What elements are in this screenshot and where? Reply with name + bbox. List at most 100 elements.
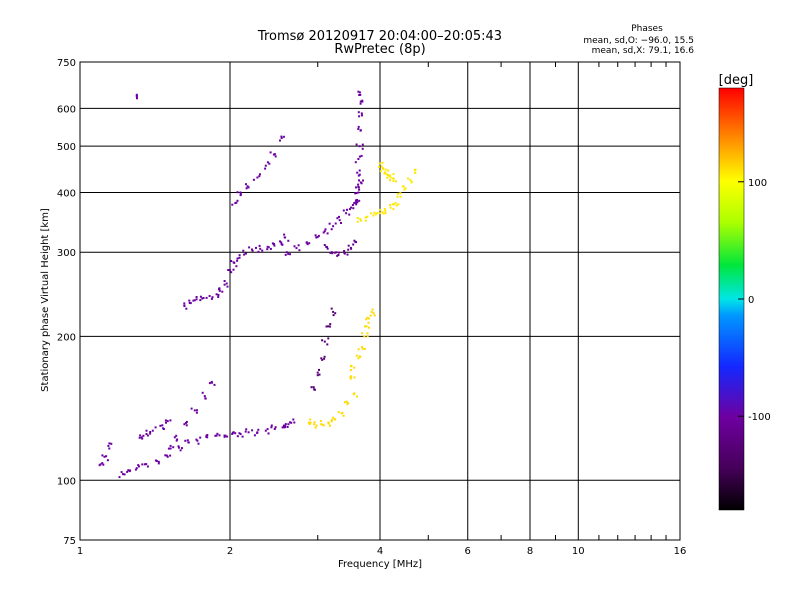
data-point <box>342 414 345 417</box>
data-point <box>316 236 319 239</box>
data-point <box>364 216 367 219</box>
data-point <box>352 207 355 210</box>
data-point <box>183 305 186 307</box>
data-point <box>185 420 188 423</box>
data-point <box>332 314 335 317</box>
x-axis-label: Frequency [MHz] <box>338 559 422 570</box>
data-point <box>101 462 104 465</box>
data-point <box>264 429 267 432</box>
data-point <box>235 265 238 268</box>
data-point <box>361 332 364 335</box>
data-point <box>105 455 108 458</box>
data-point <box>217 296 220 298</box>
data-point <box>157 460 160 463</box>
data-point <box>357 111 360 114</box>
data-point <box>231 431 234 434</box>
data-point <box>264 167 267 170</box>
data-point <box>324 228 327 231</box>
data-point <box>381 161 384 164</box>
data-point <box>236 435 239 438</box>
data-point <box>218 287 221 290</box>
data-point <box>183 302 186 305</box>
data-point <box>315 236 318 239</box>
data-point <box>358 188 361 191</box>
data-point <box>238 254 241 257</box>
data-point <box>229 269 231 272</box>
data-point <box>367 317 370 320</box>
data-point <box>357 348 360 351</box>
data-point <box>273 153 276 156</box>
data-point <box>356 201 359 204</box>
data-point <box>308 242 311 245</box>
data-point <box>287 423 290 426</box>
data-point <box>338 219 341 222</box>
data-point <box>358 91 361 94</box>
data-point <box>184 439 187 442</box>
data-point <box>154 426 157 429</box>
data-point <box>151 429 154 432</box>
colorbar-tick-label: 0 <box>748 295 754 306</box>
data-point <box>323 355 326 358</box>
data-point <box>135 93 138 96</box>
data-point <box>323 244 326 246</box>
data-point <box>403 188 406 191</box>
data-point <box>373 211 376 214</box>
data-point <box>210 297 213 300</box>
data-point <box>232 261 235 264</box>
data-point <box>373 314 376 317</box>
data-point <box>184 422 187 424</box>
data-point <box>387 169 390 172</box>
data-point <box>283 233 286 236</box>
data-point <box>326 247 329 250</box>
data-point <box>379 170 382 173</box>
data-point <box>215 434 218 437</box>
data-point <box>389 179 391 182</box>
data-point <box>337 411 340 414</box>
data-point <box>359 218 362 220</box>
data-point <box>246 185 249 188</box>
data-point <box>224 434 227 437</box>
data-point <box>293 421 296 424</box>
data-point <box>384 212 387 215</box>
data-point <box>318 373 321 376</box>
data-point <box>361 347 364 350</box>
data-point <box>282 424 285 427</box>
data-point <box>357 90 360 93</box>
data-point <box>395 180 397 183</box>
data-point <box>143 463 146 466</box>
data-point <box>356 220 359 223</box>
data-point <box>414 172 417 174</box>
data-point <box>205 435 208 438</box>
data-point <box>280 137 283 139</box>
data-points <box>98 90 417 479</box>
data-point <box>359 355 362 358</box>
data-point <box>330 419 333 421</box>
data-point <box>353 366 356 369</box>
data-point <box>204 397 207 400</box>
data-point <box>335 251 338 254</box>
data-point <box>284 424 287 427</box>
data-point <box>389 206 392 209</box>
data-point <box>329 323 332 326</box>
data-point <box>368 326 370 329</box>
chart-title: Tromsø 20120917 20:04:00–20:05:43 <box>257 29 502 44</box>
data-point <box>379 162 381 165</box>
data-point <box>164 454 167 457</box>
data-point <box>314 234 317 237</box>
data-point <box>384 168 387 171</box>
data-point <box>176 438 179 441</box>
x-tick-label: 4 <box>377 546 383 557</box>
data-point <box>346 253 349 256</box>
data-point <box>239 433 242 435</box>
data-point <box>367 321 370 324</box>
data-point <box>189 302 192 304</box>
data-point <box>318 368 320 371</box>
data-point <box>297 244 300 247</box>
data-point <box>226 435 229 438</box>
data-point <box>197 442 200 445</box>
data-point <box>386 176 389 179</box>
data-point <box>267 432 270 435</box>
plot-frame <box>79 61 681 541</box>
data-point <box>135 467 138 470</box>
data-point <box>327 337 330 340</box>
